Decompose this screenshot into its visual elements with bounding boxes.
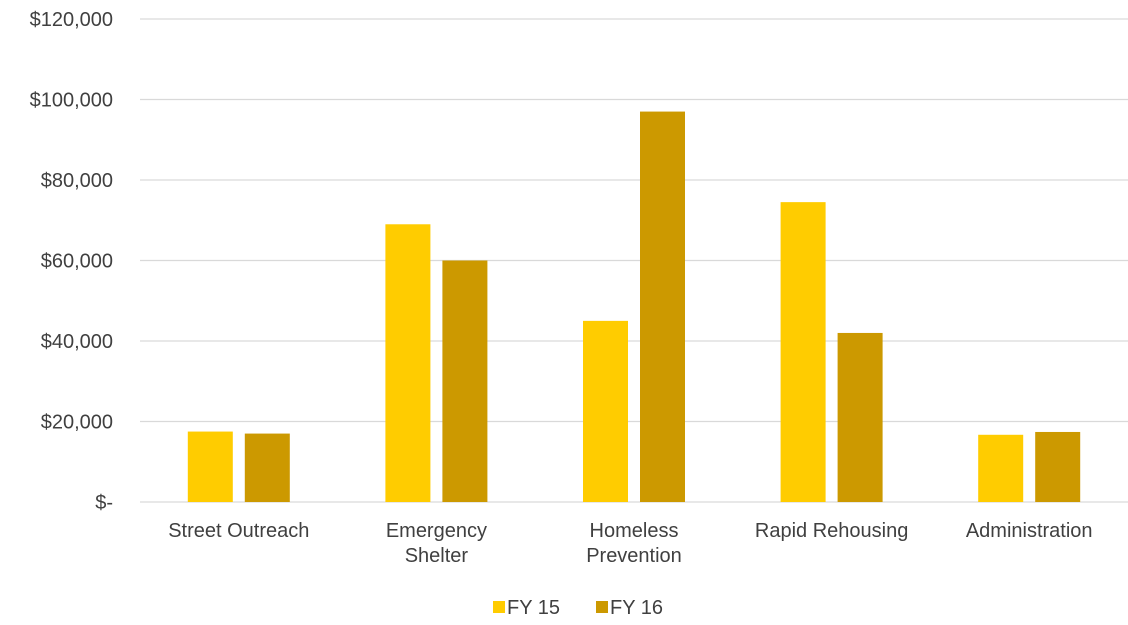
bar-fy-15 [187, 431, 233, 502]
bar-fy-15 [780, 202, 826, 502]
legend-swatch [493, 601, 505, 613]
x-category-label: Emergency Shelter [386, 520, 487, 567]
legend: FY 15 FY 16 [493, 597, 663, 619]
bar-fy-16 [244, 433, 290, 502]
y-tick-label: $- [95, 492, 113, 514]
bar-fy-15 [385, 224, 431, 502]
x-category-label-line: Rapid Rehousing [755, 520, 908, 542]
bars [187, 111, 1081, 502]
y-tick-label: $40,000 [41, 331, 113, 353]
x-category-label-line: Emergency [386, 520, 487, 542]
y-axis-tick-labels: $- $20,000 $40,000 $60,000 $80,000 $100,000 $1… [30, 9, 113, 514]
y-tick-label: $20,000 [41, 412, 113, 434]
bar-fy-16 [837, 332, 883, 502]
x-category-label-line: Street Outreach [168, 520, 309, 542]
y-tick-label: $80,000 [41, 170, 113, 192]
bar-fy-16 [442, 260, 488, 502]
x-category-label-line: Shelter [405, 545, 469, 567]
legend-label: FY 15 [507, 597, 560, 619]
x-category-label-line: Prevention [586, 545, 682, 567]
x-category-label: Rapid Rehousing [755, 520, 908, 542]
x-category-label: Street Outreach [168, 520, 309, 542]
x-category-label: Homeless Prevention [586, 520, 682, 567]
bar-fy-16 [1035, 431, 1081, 502]
bar-fy-15 [583, 320, 628, 502]
x-axis-category-labels: Street Outreach Emergency Shelter Homeless P… [168, 520, 1092, 567]
bar-fy-15 [978, 434, 1024, 502]
gridlines [140, 18, 1128, 503]
x-category-label: Administration [966, 520, 1093, 542]
x-category-label-line: Administration [966, 520, 1093, 542]
legend-label: FY 16 [610, 597, 663, 619]
bar-fy-16 [640, 111, 685, 502]
x-category-label-line: Homeless [590, 520, 679, 542]
legend-swatch [596, 601, 608, 613]
y-tick-label: $60,000 [41, 251, 113, 273]
y-tick-label: $100,000 [30, 90, 113, 112]
y-tick-label: $120,000 [30, 9, 113, 31]
